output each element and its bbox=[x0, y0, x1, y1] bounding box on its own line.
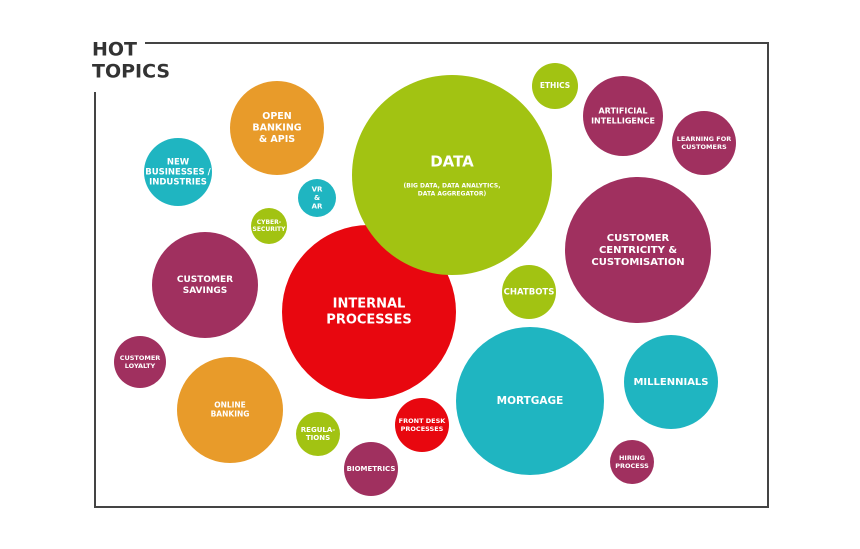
topic-label: PROCESSES bbox=[401, 425, 444, 433]
topic-bubble bbox=[282, 225, 456, 399]
topic-bubble bbox=[395, 398, 449, 452]
topic-bubble bbox=[352, 75, 552, 275]
topic-label: BUSINESSES / bbox=[145, 168, 211, 178]
topic-bubble bbox=[144, 138, 212, 206]
topic-label: CUSTOMISATION bbox=[591, 257, 684, 268]
topic-label: CUSTOMER bbox=[607, 233, 670, 244]
frame bbox=[94, 42, 769, 508]
topic-label: FRONT DESK bbox=[399, 417, 447, 425]
topic-label: REGULA- bbox=[301, 426, 335, 434]
topic-bubble bbox=[344, 442, 398, 496]
topic-label: SECURITY bbox=[253, 226, 287, 233]
topic-label: INTERNAL bbox=[333, 297, 406, 312]
topic-label: LEARNING FOR bbox=[677, 135, 732, 143]
topic-bubble bbox=[296, 412, 340, 456]
topic-label: CUSTOMER bbox=[120, 354, 161, 362]
topic-label: LOYALTY bbox=[125, 362, 156, 370]
topic-bubble bbox=[251, 208, 287, 244]
topic-bubble bbox=[456, 327, 604, 475]
topic-label: HIRING bbox=[619, 454, 645, 462]
topic-bubble bbox=[177, 357, 283, 463]
topic-label: BANKING bbox=[252, 123, 301, 134]
topic-label: INTELLIGENCE bbox=[591, 116, 655, 125]
topic-label: BANKING bbox=[211, 410, 250, 419]
topic-bubble bbox=[298, 179, 336, 217]
title-line: TOPICS bbox=[92, 61, 170, 83]
topic-label: PROCESSES bbox=[326, 312, 411, 327]
topic-bubble bbox=[230, 81, 324, 175]
topic-bubble bbox=[624, 335, 718, 429]
topic-label: NEW bbox=[167, 157, 190, 167]
title-line: HOT bbox=[92, 39, 137, 61]
topic-label: ETHICS bbox=[540, 81, 570, 90]
topic-sublabel: DATA AGGREGATOR) bbox=[418, 191, 487, 198]
topic-label: MILLENNIALS bbox=[633, 377, 708, 388]
topic-bubble bbox=[583, 76, 663, 156]
topic-label: TIONS bbox=[306, 434, 330, 442]
topic-label: INDUSTRIES bbox=[149, 178, 207, 188]
topic-bubble bbox=[565, 177, 711, 323]
topic-label: BIOMETRICS bbox=[347, 465, 396, 473]
topic-label: OPEN bbox=[262, 111, 292, 122]
topic-bubble bbox=[502, 265, 556, 319]
topic-label: VR bbox=[312, 186, 323, 194]
topic-label: AR bbox=[312, 202, 323, 210]
topic-label: CHATBOTS bbox=[504, 288, 555, 298]
topic-label: SAVINGS bbox=[183, 286, 228, 296]
topic-label: CUSTOMER bbox=[177, 275, 233, 285]
topic-label: & APIS bbox=[259, 134, 295, 145]
topic-bubble bbox=[672, 111, 736, 175]
topic-bubble bbox=[114, 336, 166, 388]
topic-label: ARTIFICIAL bbox=[598, 107, 647, 116]
topic-label: ONLINE bbox=[214, 401, 246, 410]
topic-label: & bbox=[314, 194, 320, 202]
topic-sublabel: (BIG DATA, DATA ANALYTICS, bbox=[404, 183, 501, 190]
topic-label: CENTRICITY & bbox=[599, 245, 677, 256]
topic-bubble bbox=[610, 440, 654, 484]
topic-label: CUSTOMERS bbox=[681, 143, 727, 151]
topic-bubble bbox=[532, 63, 578, 109]
topic-label: MORTGAGE bbox=[497, 395, 564, 407]
topic-label: DATA bbox=[430, 153, 474, 171]
topic-label: CYBER- bbox=[257, 219, 282, 226]
topic-label: PROCESS bbox=[615, 462, 649, 470]
topic-bubble bbox=[152, 232, 258, 338]
